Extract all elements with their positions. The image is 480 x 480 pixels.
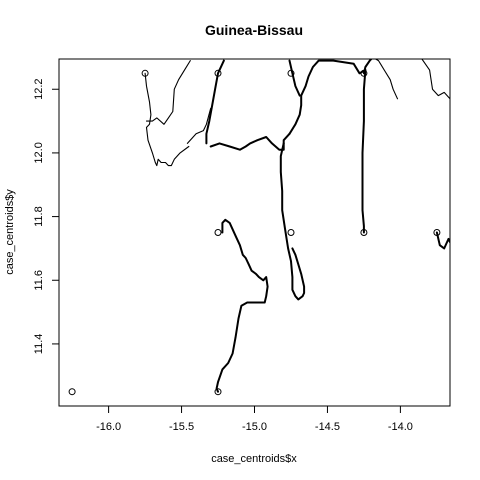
boundary-line-0 [144, 72, 190, 167]
boundary-line-7 [288, 59, 367, 135]
y-tick-label-4: 12.2 [33, 78, 45, 99]
boundary-line-6 [209, 132, 291, 151]
boundary-line-11 [361, 69, 367, 234]
boundary-line-13 [435, 231, 450, 250]
x-tick-label-4: -14.0 [388, 421, 413, 433]
data-point-2 [287, 69, 295, 77]
data-point-8 [68, 388, 76, 396]
data-point-5 [287, 229, 295, 236]
data-point-1 [214, 69, 222, 77]
boundary-line-12 [215, 218, 269, 393]
boundary-line-4 [421, 59, 450, 100]
boundary-line-5 [205, 59, 225, 145]
boundary-line-1 [145, 60, 191, 125]
data-point-6 [360, 229, 368, 236]
x-axis: -16.0 -15.5 -15.0 -14.5 -14.0 [96, 405, 413, 433]
boundary-line-10 [279, 142, 306, 301]
chart-title: Guinea-Bissau [205, 22, 303, 38]
data-point-9 [214, 388, 222, 396]
data-point-3 [360, 69, 368, 77]
x-tick-label-1: -15.5 [169, 421, 194, 433]
x-axis-label: case_centroids$x [211, 453, 297, 465]
y-tick-label-2: 11.8 [33, 206, 45, 227]
lines-layer [144, 59, 450, 393]
data-point-0 [141, 69, 149, 77]
y-tick-label-1: 11.6 [33, 270, 45, 291]
x-tick-label-2: -15.0 [242, 421, 267, 433]
y-tick-label-3: 12.0 [33, 142, 45, 163]
y-axis-label: case_centroids$y [4, 189, 16, 275]
x-tick-label-0: -16.0 [96, 421, 121, 433]
boundary-line-3 [374, 59, 399, 100]
y-tick-label-0: 11.4 [33, 334, 45, 355]
y-axis: 11.4 11.6 11.8 12.0 12.2 [33, 78, 60, 355]
data-point-4 [214, 229, 222, 236]
x-tick-label-3: -14.5 [315, 421, 340, 433]
boundary-line-9 [288, 59, 301, 97]
boundary-line-2 [186, 107, 212, 144]
data-point-7 [433, 229, 441, 236]
points-layer [68, 69, 441, 396]
